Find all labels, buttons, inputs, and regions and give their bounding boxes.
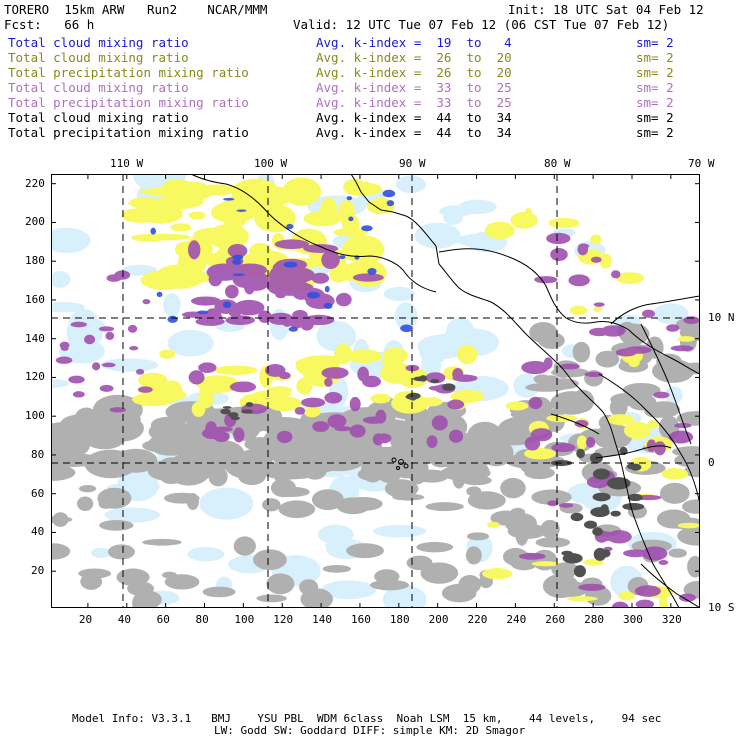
coastline-caribbean bbox=[438, 248, 567, 319]
init-time: Init: 18 UTC Sat 04 Feb 12 bbox=[508, 2, 704, 17]
coastline-colombia bbox=[578, 387, 680, 609]
dark-gray-core-west bbox=[220, 402, 254, 421]
y-tick-label: 120 bbox=[25, 370, 45, 384]
legend-kindex-7: Avg. k-index = 44 to 34 bbox=[316, 125, 512, 140]
x-tick-label: 20 bbox=[78, 613, 93, 626]
model-info-line1: Model Info: V3.3.1 BMJ YSU PBL WDM 6clas… bbox=[72, 712, 662, 725]
valid-time: Valid: 12 UTC Tue 07 Feb 12 (06 CST Tue … bbox=[293, 17, 670, 32]
purple-cloud-west bbox=[55, 270, 153, 413]
lon-label-110w: 110 W bbox=[110, 157, 144, 170]
legend-sm-4: sm= 2 bbox=[636, 80, 674, 95]
border-ecuador-peru bbox=[550, 413, 600, 435]
border-andes-east bbox=[640, 323, 692, 445]
y-tick-label: 140 bbox=[25, 331, 45, 345]
map-frame bbox=[51, 174, 700, 608]
y-tick-label: 40 bbox=[31, 525, 45, 539]
coastline-north-sa bbox=[610, 295, 701, 325]
legend-sm-5: sm= 2 bbox=[636, 95, 674, 110]
coastline-yucatan bbox=[350, 173, 440, 265]
legend-sm-2: sm= 2 bbox=[636, 50, 674, 65]
lon-label-80w: 80 W bbox=[544, 157, 571, 170]
legend-kindex-3: Avg. k-index = 26 to 20 bbox=[316, 65, 512, 80]
legend-field-4: Total cloud mixing ratio bbox=[8, 80, 189, 95]
y-tick-label: 160 bbox=[25, 292, 45, 306]
map-svg bbox=[30, 158, 719, 615]
cloud-fields bbox=[30, 158, 719, 615]
lon-label-70w: 70 W bbox=[688, 157, 715, 170]
border-venezuela bbox=[628, 329, 701, 375]
x-tick-label: 280 bbox=[584, 613, 604, 626]
x-tick-label: 240 bbox=[506, 613, 527, 626]
x-tick-label: 120 bbox=[273, 613, 294, 626]
border-central-america bbox=[438, 263, 580, 389]
coastline-mexico bbox=[190, 173, 437, 293]
axis-ticks bbox=[51, 174, 700, 608]
legend-field-5: Total precipitation mixing ratio bbox=[8, 95, 249, 110]
legend-field-1: Total cloud mixing ratio bbox=[8, 35, 189, 50]
legend-sm-7: sm= 2 bbox=[636, 125, 674, 140]
x-tick-label: 220 bbox=[467, 613, 488, 626]
legend-field-2: Total cloud mixing ratio bbox=[8, 50, 189, 65]
border-peru-brazil bbox=[598, 373, 701, 505]
legend-field-6: Total cloud mixing ratio bbox=[8, 110, 189, 125]
border-colombia-ecuador bbox=[595, 445, 672, 459]
lat-label-10n: 10 N bbox=[708, 311, 735, 324]
x-tick-label: 80 bbox=[195, 613, 209, 626]
x-tick-label: 40 bbox=[117, 613, 132, 626]
galapagos-islands bbox=[391, 457, 409, 470]
x-tick-label: 100 bbox=[234, 613, 255, 626]
legend-sm-3: sm= 2 bbox=[636, 65, 674, 80]
coastline-panama bbox=[565, 317, 630, 331]
y-tick-label: 80 bbox=[31, 447, 45, 461]
x-tick-label: 60 bbox=[156, 613, 170, 626]
lon-label-90w: 90 W bbox=[399, 157, 426, 170]
legend-kindex-4: Avg. k-index = 33 to 25 bbox=[316, 80, 512, 95]
model-title: TORERO 15km ARW Run2 NCAR/MMM bbox=[4, 2, 268, 17]
y-tick-label: 100 bbox=[25, 409, 45, 423]
y-tick-label: 60 bbox=[31, 486, 45, 500]
legend-sm-6: sm= 2 bbox=[636, 110, 674, 125]
x-tick-label: 200 bbox=[428, 613, 449, 626]
y-tick-label: 220 bbox=[25, 176, 45, 190]
purple-cloud-north bbox=[181, 239, 384, 331]
lon-label-100w: 100 W bbox=[254, 157, 288, 170]
lat-label-10s: 10 S bbox=[708, 601, 735, 614]
purple-cloud-east bbox=[518, 232, 700, 614]
dark-gray-core-east bbox=[550, 446, 645, 578]
gray-cloud-south bbox=[36, 465, 547, 614]
x-tick-label: 300 bbox=[622, 613, 643, 626]
y-tick-label: 20 bbox=[31, 564, 45, 578]
yellow-cloud-north bbox=[121, 177, 395, 291]
dark-gray-core-mid bbox=[405, 375, 456, 401]
x-tick-label: 320 bbox=[661, 613, 682, 626]
blue-cloud bbox=[150, 189, 414, 333]
forecast-map bbox=[30, 158, 719, 615]
lat-lon-grid bbox=[51, 174, 700, 608]
y-tick-label: 180 bbox=[25, 254, 45, 268]
y-tick-label: 200 bbox=[25, 215, 45, 229]
legend-kindex-2: Avg. k-index = 26 to 20 bbox=[316, 50, 512, 65]
legend-kindex-6: Avg. k-index = 44 to 34 bbox=[316, 110, 512, 125]
legend-sm-1: sm= 2 bbox=[636, 35, 674, 50]
x-tick-label: 260 bbox=[545, 613, 566, 626]
legend-kindex-5: Avg. k-index = 33 to 25 bbox=[316, 95, 512, 110]
lat-label-0: 0 bbox=[708, 456, 715, 469]
x-tick-label: 140 bbox=[312, 613, 332, 626]
legend-field-7: Total precipitation mixing ratio bbox=[8, 125, 249, 140]
x-tick-label: 180 bbox=[389, 613, 410, 626]
coastlines bbox=[190, 173, 701, 609]
legend-kindex-1: Avg. k-index = 19 to 4 bbox=[316, 35, 512, 50]
forecast-hour: Fcst: 66 h bbox=[4, 17, 95, 32]
model-info-line2: LW: Godd SW: Goddard DIFF: simple KM: 2D… bbox=[214, 724, 526, 737]
x-tick-label: 160 bbox=[350, 613, 371, 626]
legend-field-3: Total precipitation mixing ratio bbox=[8, 65, 249, 80]
coastline-south-peru bbox=[640, 563, 701, 609]
